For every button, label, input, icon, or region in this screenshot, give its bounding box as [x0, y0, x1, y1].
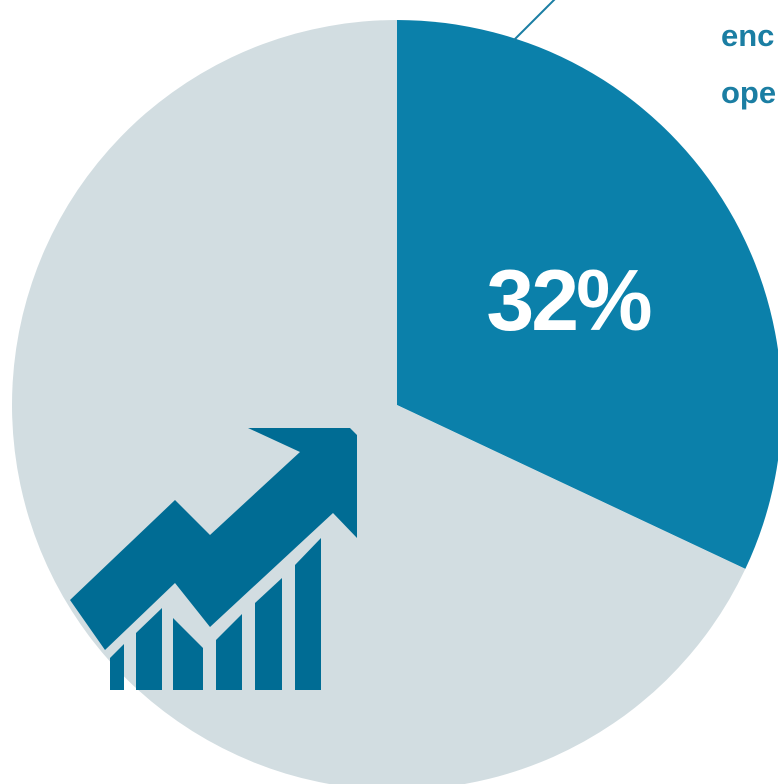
callout-text-line-2: ope: [721, 75, 776, 110]
pie-slices: [12, 20, 778, 784]
slice-value-label: 32%: [486, 253, 651, 349]
callout-text-line-1: enc: [721, 18, 774, 53]
growth-chart-arrow-icon: [70, 428, 357, 690]
pie-slice-highlighted: [397, 20, 778, 569]
callout-leader-line: [513, 0, 556, 41]
